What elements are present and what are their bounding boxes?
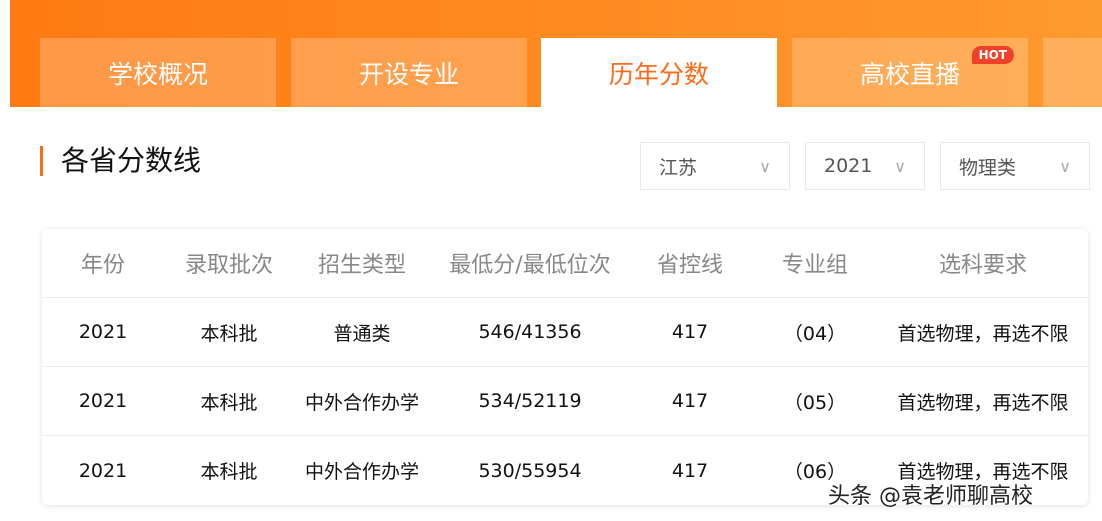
select-value: 江苏 [659,156,698,179]
tab-historical-scores[interactable]: 历年分数 [541,38,777,107]
watermark: 头条 @袁老师聊高校 [828,484,1033,509]
select-value: 物理类 [959,156,1017,179]
tab-live[interactable]: 高校直播 HOT [792,38,1028,107]
tab-majors[interactable]: 开设专业 [291,38,527,107]
header-cell: 年份 [80,253,126,278]
score-table: 年份 录取批次 招生类型 最低分/最低位次 省控线 专业组 选科要求 2021 … [42,229,1088,505]
cell: （04） [783,322,847,345]
table-row: 2021 本科批 普通类 546/41356 417 （04） 首选物理，再选不… [42,298,1088,367]
tab-school-overview[interactable]: 学校概况 [40,38,276,107]
cell: 2021 [78,321,128,343]
header-cell: 专业组 [781,253,849,278]
header-cell: 录取批次 [184,253,274,278]
cell: 本科批 [200,391,258,414]
year-select[interactable]: 2021 ∨ [805,142,925,190]
tab-more[interactable] [1043,38,1102,107]
cell: 2021 [78,459,128,482]
select-value: 2021 [824,155,873,177]
header-cell: 选科要求 [938,253,1028,278]
header-cell: 最低分/最低位次 [449,253,611,278]
cell: 417 [671,459,709,482]
header-cell: 省控线 [656,253,724,278]
cell: 首选物理，再选不限 [897,461,1069,483]
section-title: 各省分数线 [40,146,201,176]
cell: 417 [671,321,709,343]
cell: 普通类 [333,322,391,345]
cell: 中外合作办学 [304,461,420,483]
hot-badge: HOT [971,46,1014,64]
cell: （05） [783,391,847,414]
subject-select[interactable]: 物理类 ∨ [940,142,1090,190]
cell: 本科批 [200,461,258,483]
cell: 534/52119 [478,390,582,412]
chevron-down-icon: ∨ [759,156,771,176]
table-header: 年份 录取批次 招生类型 最低分/最低位次 省控线 专业组 选科要求 [42,229,1088,298]
chevron-down-icon: ∨ [894,156,906,176]
chevron-down-icon: ∨ [1059,156,1071,176]
province-select[interactable]: 江苏 ∨ [640,142,790,190]
cell: 本科批 [200,322,258,345]
cell: （06） [783,461,847,483]
cell: 2021 [78,390,128,412]
table-row: 2021 本科批 中外合作办学 530/55954 417 （06） 首选物理，… [42,436,1088,505]
tab-label: 高校直播 [859,59,960,89]
cell: 530/55954 [478,459,582,482]
header-cell: 招生类型 [317,253,407,278]
cell: 中外合作办学 [304,391,420,414]
cell: 首选物理，再选不限 [897,391,1069,414]
cell: 546/41356 [478,321,582,343]
table-row: 2021 本科批 中外合作办学 534/52119 417 （05） 首选物理，… [42,367,1088,436]
cell: 417 [671,390,709,412]
cell: 首选物理，再选不限 [897,322,1069,345]
